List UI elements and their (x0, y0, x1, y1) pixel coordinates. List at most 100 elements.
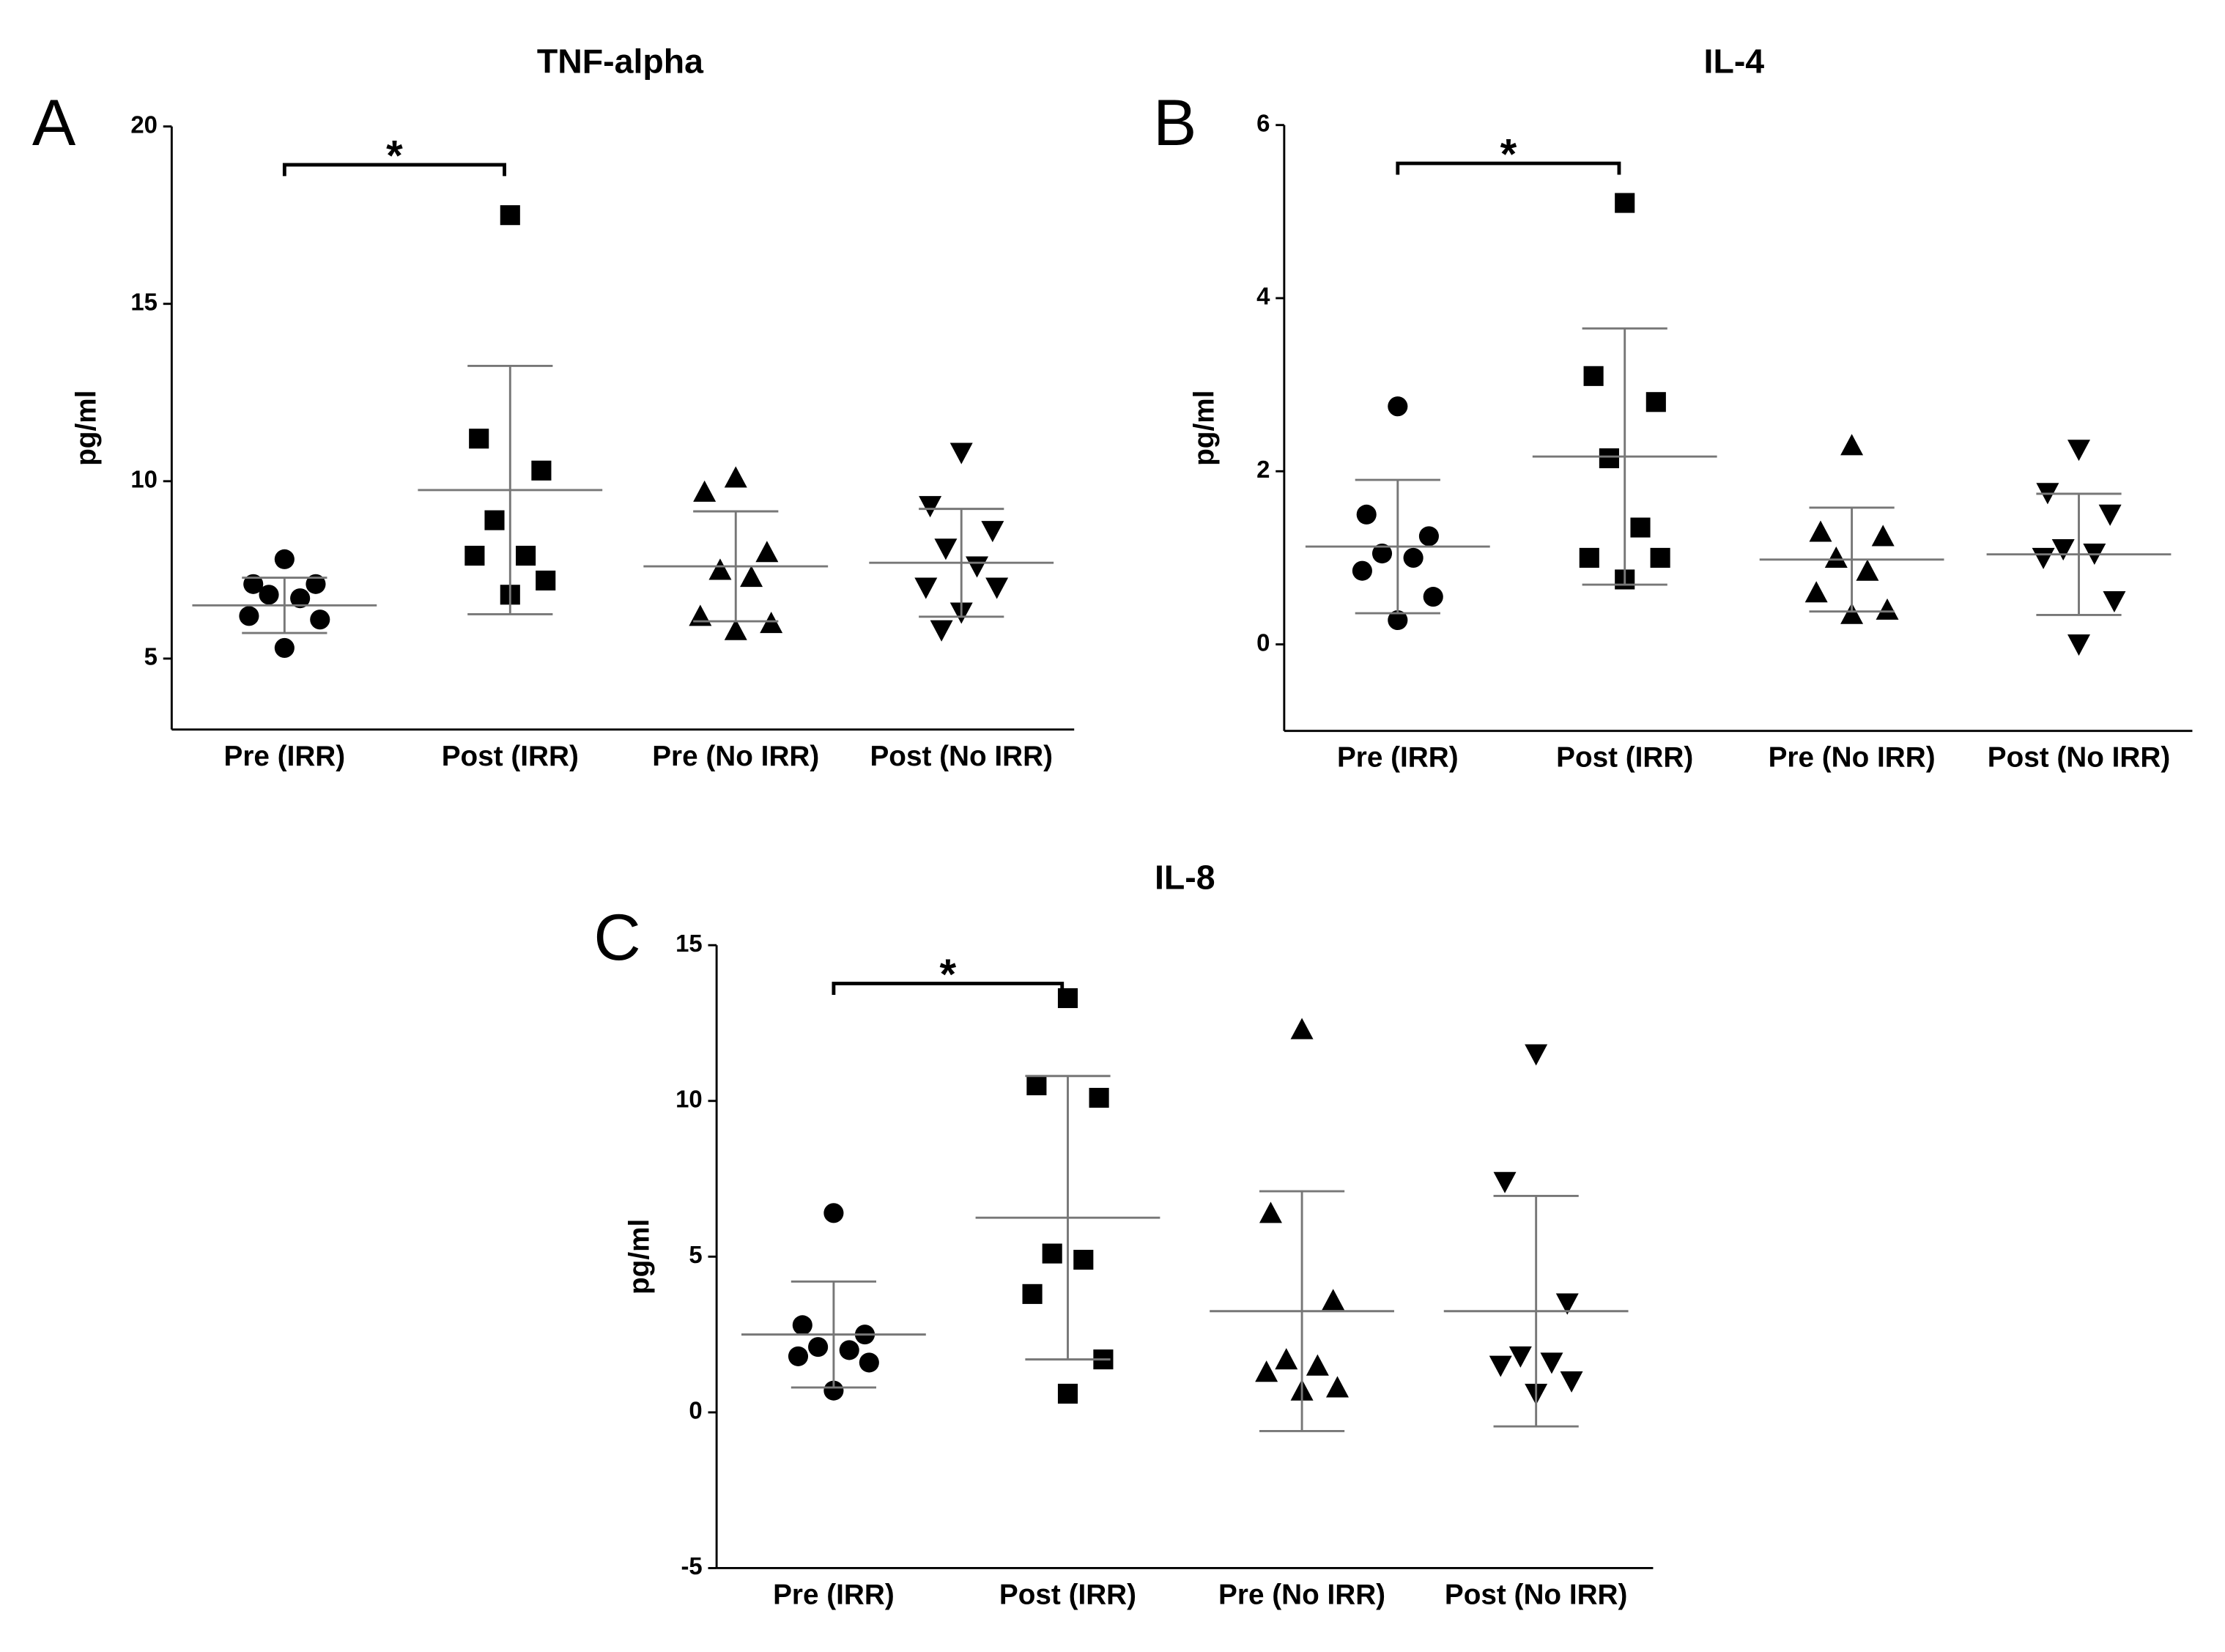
point (1423, 587, 1443, 607)
point (239, 606, 259, 626)
point (724, 466, 747, 488)
point (823, 1380, 844, 1401)
panel-label: A (32, 86, 76, 159)
point (1871, 525, 1895, 547)
point (1255, 1360, 1278, 1382)
significance-label: * (940, 951, 957, 999)
chart-title: IL-8 (1155, 858, 1215, 896)
x-tick-label: Post (IRR) (999, 1579, 1136, 1610)
point (788, 1346, 809, 1366)
point (823, 1203, 844, 1223)
y-tick-label: 6 (1256, 109, 1270, 136)
point (1275, 1348, 1298, 1370)
point (1840, 602, 1864, 624)
point (290, 588, 311, 609)
point (1525, 1044, 1548, 1066)
point (1352, 560, 1372, 581)
significance-bracket (832, 982, 1065, 995)
point (914, 577, 938, 599)
point (274, 549, 295, 569)
point (243, 574, 264, 594)
point (531, 460, 552, 481)
point (310, 610, 330, 630)
point (1579, 547, 1599, 568)
y-axis-label: pg/ml (1189, 390, 1221, 466)
point (469, 429, 489, 449)
x-tick-label: Post (No IRR) (870, 741, 1053, 772)
point (516, 545, 536, 566)
point (1630, 517, 1651, 538)
point (724, 618, 747, 640)
point (1026, 1075, 1047, 1096)
point (1356, 504, 1377, 525)
y-tick-label: 10 (130, 466, 158, 493)
significance-label: * (1500, 131, 1517, 179)
point (274, 637, 295, 658)
point (484, 510, 505, 530)
significance-bracket (1396, 161, 1621, 175)
chart-title: TNF-alpha (537, 42, 704, 81)
y-tick-label: 15 (130, 288, 158, 315)
x-tick-label: Post (No IRR) (1445, 1579, 1627, 1610)
point (1489, 1355, 1512, 1377)
point (934, 538, 958, 560)
point (1840, 434, 1864, 456)
point (760, 612, 783, 634)
y-tick-label: 5 (689, 1241, 702, 1268)
point (755, 541, 779, 563)
point (1856, 559, 1879, 581)
point (1599, 448, 1619, 469)
point (1089, 1087, 1109, 1108)
point (1560, 1371, 1583, 1393)
point (949, 442, 973, 464)
y-tick-label: -5 (681, 1552, 702, 1579)
x-tick-label: Post (No IRR) (1988, 742, 2171, 774)
x-tick-label: Pre (No IRR) (1218, 1579, 1385, 1610)
point (1057, 1383, 1078, 1404)
point (985, 577, 1009, 599)
y-tick-label: 5 (144, 643, 158, 670)
point (259, 585, 279, 605)
point (1876, 598, 1899, 620)
point (1403, 547, 1424, 568)
x-tick-label: Post (IRR) (1556, 742, 1693, 774)
x-tick-label: Pre (No IRR) (1769, 742, 1936, 774)
point (1418, 526, 1439, 547)
point (1540, 1352, 1563, 1374)
x-tick-label: Pre (IRR) (1337, 742, 1459, 774)
y-tick-label: 0 (1256, 629, 1270, 656)
point (1615, 193, 1635, 213)
point (981, 521, 1004, 543)
point (2067, 634, 2090, 656)
point (1322, 1289, 1345, 1311)
point (966, 556, 989, 578)
x-tick-label: Pre (IRR) (224, 741, 346, 772)
point (1371, 543, 1393, 564)
point (1555, 1293, 1579, 1315)
x-tick-label: Post (IRR) (442, 741, 579, 772)
point (839, 1340, 859, 1360)
y-axis-label: pg/ml (624, 1219, 656, 1294)
y-tick-label: 0 (689, 1397, 702, 1424)
y-tick-label: 20 (130, 111, 158, 138)
point (1388, 396, 1408, 417)
point (2067, 440, 2090, 462)
point (689, 604, 712, 626)
point (1388, 610, 1408, 631)
point (2098, 504, 2122, 526)
y-tick-label: 10 (675, 1085, 703, 1112)
point (859, 1352, 879, 1373)
panel-label: C (593, 900, 640, 974)
y-tick-label: 2 (1256, 456, 1270, 483)
y-tick-label: 15 (675, 930, 703, 957)
point (1508, 1346, 1532, 1368)
point (1022, 1284, 1043, 1304)
point (1804, 581, 1828, 603)
point (1290, 1018, 1314, 1040)
point (536, 570, 556, 590)
point (693, 480, 717, 502)
x-tick-label: Pre (IRR) (773, 1579, 895, 1610)
significance-bracket (282, 163, 506, 177)
